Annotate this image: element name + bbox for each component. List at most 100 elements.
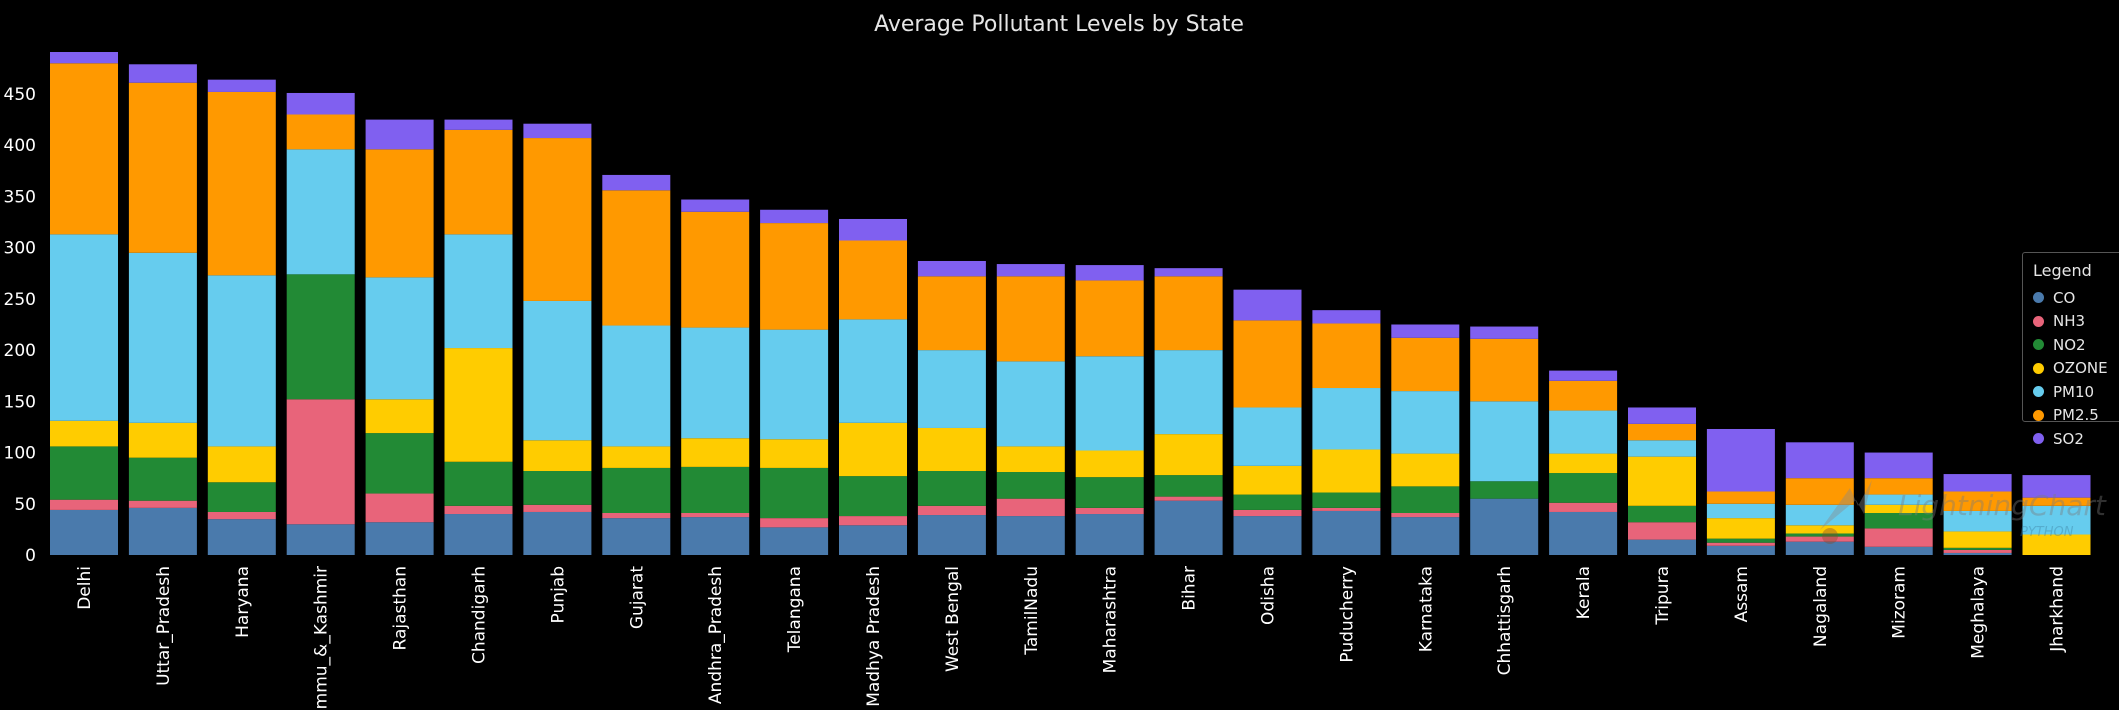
bar-segment[interactable] — [839, 476, 907, 517]
bar-segment[interactable] — [681, 199, 750, 212]
bar-segment[interactable] — [1075, 477, 1144, 508]
bar-segment[interactable] — [128, 82, 197, 253]
bar-segment[interactable] — [444, 514, 513, 555]
bar-segment[interactable] — [1075, 514, 1144, 555]
bar-segment[interactable] — [1706, 518, 1775, 539]
bar-segment[interactable] — [996, 264, 1065, 277]
bar-segment[interactable] — [1785, 478, 1854, 505]
bar-segment[interactable] — [760, 223, 829, 330]
bar-segment[interactable] — [681, 512, 750, 518]
bar-segment[interactable] — [917, 350, 986, 428]
bar-segment[interactable] — [1628, 440, 1696, 457]
bar-segment[interactable] — [602, 174, 671, 191]
bar-segment[interactable] — [50, 51, 118, 64]
bar-segment[interactable] — [365, 433, 434, 494]
bar-segment[interactable] — [1864, 494, 1933, 505]
bar-segment[interactable] — [1470, 498, 1539, 555]
bar-segment[interactable] — [50, 234, 118, 421]
bar-segment[interactable] — [1154, 475, 1223, 497]
bar-segment[interactable] — [996, 361, 1065, 447]
bar-segment[interactable] — [50, 63, 118, 235]
bar-segment[interactable] — [523, 470, 592, 505]
bar-segment[interactable] — [1233, 407, 1302, 466]
bar-segment[interactable] — [1233, 289, 1302, 321]
bar-segment[interactable] — [286, 399, 355, 525]
bar-segment[interactable] — [1075, 507, 1144, 515]
bar-segment[interactable] — [1391, 486, 1460, 513]
bar-segment[interactable] — [1154, 500, 1223, 555]
bar-segment[interactable] — [128, 507, 197, 555]
bar-segment[interactable] — [760, 518, 829, 528]
bar-segment[interactable] — [1549, 410, 1618, 454]
bar-segment[interactable] — [996, 516, 1065, 555]
legend[interactable]: Legend CO NH3 NO2 OZONE PM10 PM2.5 SO2 — [2022, 252, 2119, 448]
legend-item[interactable]: OZONE — [2033, 357, 2115, 381]
bar-segment[interactable] — [1864, 528, 1933, 547]
bar-segment[interactable] — [50, 446, 118, 500]
bar-segment[interactable] — [996, 276, 1065, 362]
bar-segment[interactable] — [1233, 320, 1302, 408]
bar-segment[interactable] — [760, 329, 829, 440]
bar-segment[interactable] — [1391, 324, 1460, 338]
bar-segment[interactable] — [1549, 370, 1618, 381]
bar-segment[interactable] — [128, 252, 197, 423]
bar-segment[interactable] — [365, 493, 434, 523]
bar-segment[interactable] — [1470, 481, 1539, 499]
bar-segment[interactable] — [1154, 434, 1223, 476]
bar-segment[interactable] — [286, 92, 355, 115]
bar-segment[interactable] — [1470, 401, 1539, 482]
bar-segment[interactable] — [1154, 276, 1223, 351]
bar-segment[interactable] — [523, 138, 592, 301]
bar-segment[interactable] — [1312, 507, 1381, 511]
bar-segment[interactable] — [917, 276, 986, 351]
bar-segment[interactable] — [1628, 539, 1696, 555]
bar-segment[interactable] — [760, 527, 829, 555]
bar-segment[interactable] — [286, 274, 355, 400]
bar-segment[interactable] — [444, 129, 513, 235]
bar-segment[interactable] — [1312, 492, 1381, 508]
bar-segment[interactable] — [1706, 545, 1775, 555]
bar-segment[interactable] — [286, 149, 355, 275]
bar-segment[interactable] — [996, 498, 1065, 517]
bar-segment[interactable] — [1391, 391, 1460, 454]
bar-segment[interactable] — [1391, 512, 1460, 518]
bar-segment[interactable] — [996, 472, 1065, 499]
bar-segment[interactable] — [760, 209, 829, 224]
bar-segment[interactable] — [207, 482, 276, 512]
bar-segment[interactable] — [365, 277, 434, 400]
bar-segment[interactable] — [1312, 510, 1381, 555]
bar-segment[interactable] — [128, 422, 197, 458]
bar-segment[interactable] — [1233, 465, 1302, 495]
legend-item[interactable]: SO2 — [2033, 427, 2115, 451]
bar-segment[interactable] — [50, 509, 118, 555]
bar-segment[interactable] — [839, 422, 907, 477]
bar-segment[interactable] — [917, 470, 986, 506]
bar-segment[interactable] — [1864, 452, 1933, 479]
bar-segment[interactable] — [523, 440, 592, 471]
bar-segment[interactable] — [286, 524, 355, 555]
bar-segment[interactable] — [1470, 326, 1539, 339]
bar-segment[interactable] — [1391, 337, 1460, 392]
bar-segment[interactable] — [1943, 510, 2012, 532]
bar-segment[interactable] — [1312, 310, 1381, 324]
bar-segment[interactable] — [1391, 517, 1460, 555]
bar-segment[interactable] — [1628, 423, 1696, 441]
bar-segment[interactable] — [917, 515, 986, 555]
bar-segment[interactable] — [1706, 428, 1775, 492]
bar-segment[interactable] — [1391, 453, 1460, 487]
bar-segment[interactable] — [602, 446, 671, 468]
bar-segment[interactable] — [1785, 541, 1854, 555]
bar-segment[interactable] — [602, 518, 671, 555]
bar-segment[interactable] — [681, 466, 750, 513]
bar-segment[interactable] — [207, 519, 276, 555]
bar-segment[interactable] — [917, 260, 986, 277]
bar-segment[interactable] — [365, 149, 434, 278]
bar-segment[interactable] — [839, 218, 907, 241]
bar-segment[interactable] — [917, 505, 986, 516]
bar-segment[interactable] — [839, 516, 907, 526]
bar-segment[interactable] — [1075, 450, 1144, 478]
bar-segment[interactable] — [365, 119, 434, 150]
bar-segment[interactable] — [207, 91, 276, 276]
bar-segment[interactable] — [444, 348, 513, 462]
bar-segment[interactable] — [1864, 546, 1933, 555]
